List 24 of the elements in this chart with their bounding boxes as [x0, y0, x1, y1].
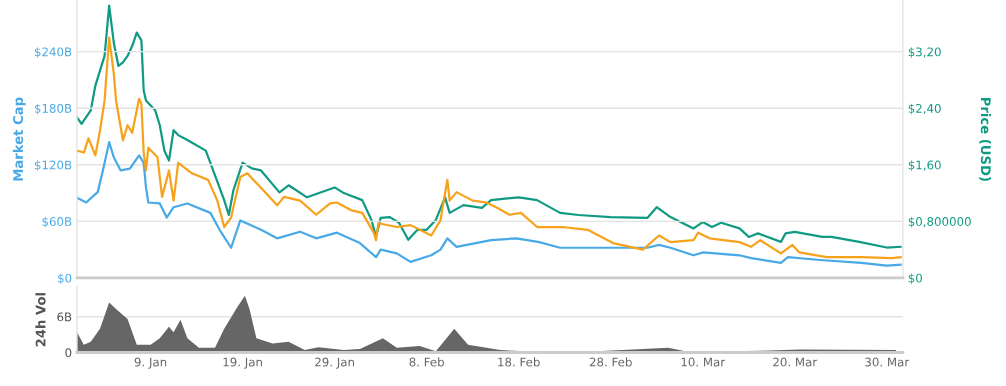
x-tick-label: 28. Feb — [589, 357, 632, 367]
x-tick-label: 10. Mar — [681, 357, 726, 367]
y2-tick-label: $2,40 — [908, 103, 941, 115]
x-tick-label: 20. Mar — [773, 357, 818, 367]
y-axis-title: 24h Vol — [35, 293, 46, 347]
y-tick-label: $60B — [42, 216, 72, 228]
y2-axis-title: Price (USD) — [979, 97, 992, 181]
y-tick-label: $180B — [34, 103, 72, 115]
y-tick-label: $240B — [34, 47, 72, 58]
y2-tick-label: $0 — [908, 273, 922, 285]
y-tick-label: $120B — [34, 160, 72, 172]
y-axis-title: Market Cap — [12, 97, 26, 181]
y2-tick-label: $0,800000 — [908, 216, 971, 228]
x-tick-label: 19. Jan — [223, 357, 262, 369]
y2-tick-label: $1,60 — [908, 160, 941, 172]
y-tick-label: $0 — [58, 273, 72, 285]
y-tick-label: 6B — [57, 312, 72, 322]
x-tick-label: 18. Feb — [498, 357, 540, 367]
x-tick-label: 8. Feb — [409, 357, 444, 367]
x-tick-label: 30. Mar — [865, 357, 910, 367]
x-tick-label: 9. Jan — [134, 357, 167, 369]
x-tick-label: 29. Jan — [315, 357, 354, 369]
y-tick-label: 0 — [65, 348, 72, 358]
y2-tick-label: $3,20 — [908, 47, 941, 58]
